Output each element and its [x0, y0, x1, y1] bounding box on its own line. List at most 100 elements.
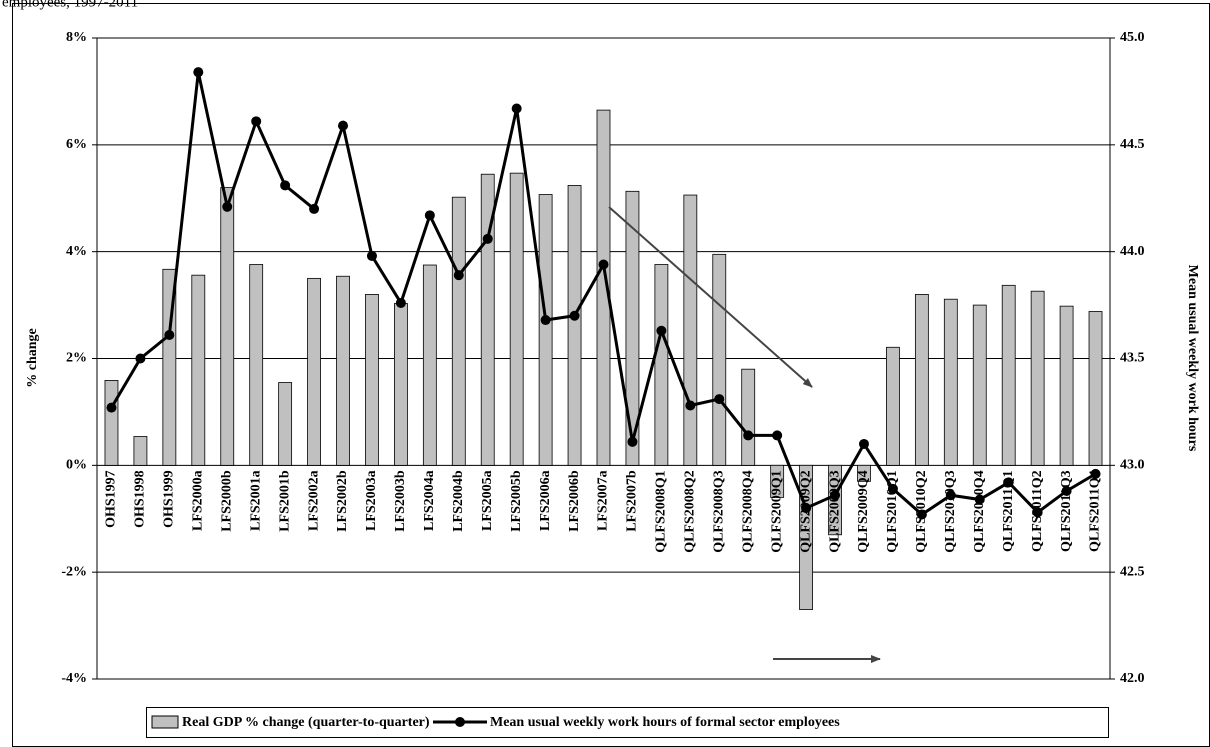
y2-tick-label: 44.5	[1120, 137, 1145, 152]
y2-tick-label: 45.0	[1120, 30, 1145, 45]
line-marker	[222, 201, 233, 212]
line-marker	[251, 116, 262, 127]
line-marker	[801, 503, 812, 514]
y2-tick-label: 42.0	[1120, 671, 1145, 686]
bar	[654, 264, 669, 466]
bar	[567, 185, 582, 466]
plot-area: -4% -2% 0% 2% 4% 6% 8% 42.0 42.5 43.0 43.5 44.0 44.5…	[61, 30, 1144, 686]
x-tick-label: QLFS2008Q3	[711, 470, 726, 552]
line-marker	[1032, 507, 1043, 518]
bar	[914, 293, 929, 466]
bar	[857, 464, 871, 482]
chart-title: employees, 1997-2011	[2, 0, 138, 10]
x-tick-label: OHS1997	[104, 470, 119, 528]
bar	[712, 253, 727, 466]
bar	[1001, 284, 1016, 466]
bar	[191, 274, 206, 466]
x-tick-label: LFS2005a	[480, 470, 495, 531]
legend-label: Mean usual weekly work hours of formal s…	[490, 715, 840, 730]
line-marker	[280, 180, 291, 191]
x-tick-label: LFS2006a	[538, 470, 553, 531]
line-marker	[482, 233, 493, 244]
bar	[1030, 290, 1045, 466]
line-marker	[1003, 477, 1014, 488]
x-tick-label: LFS2003a	[364, 470, 379, 531]
y2-tick-label: 44.0	[1120, 244, 1145, 259]
x-tick-label: LFS2000a	[191, 470, 206, 531]
y2-axis-label: Mean usual weekly work hours	[1185, 265, 1200, 452]
x-tick-label: QLFS2009Q1	[769, 470, 784, 552]
bar	[451, 196, 466, 466]
bar	[104, 380, 119, 466]
line-marker	[830, 490, 841, 501]
x-tick-label: LFS2004a	[422, 470, 437, 531]
line-marker	[945, 490, 956, 501]
bar	[422, 264, 437, 466]
line-marker	[974, 494, 985, 505]
x-tick-label: QLFS2010Q3	[943, 470, 958, 552]
line-marker	[598, 259, 609, 270]
x-tick-label: LFS2001b	[277, 470, 292, 532]
line-marker	[627, 436, 638, 447]
bar	[972, 304, 987, 466]
line-marker	[366, 250, 377, 261]
bar	[596, 109, 611, 466]
line-marker	[685, 400, 696, 411]
y-axis-label: % change	[25, 328, 40, 388]
line-marker	[135, 353, 146, 364]
bar	[509, 172, 524, 466]
x-tick-label: LFS2003b	[393, 470, 408, 532]
x-tick-label: QLFS2011Q1	[1001, 470, 1016, 552]
x-tick-label: OHS1998	[133, 470, 148, 528]
line-marker	[424, 210, 435, 221]
bar	[336, 275, 350, 466]
bar	[220, 187, 235, 466]
trend-arrow	[608, 206, 813, 388]
line-marker	[887, 483, 898, 494]
y-tick-label: 2%	[66, 351, 87, 366]
x-tick-label: LFS2007b	[625, 470, 640, 532]
y-tick-label: -4%	[61, 671, 87, 686]
line-marker	[743, 430, 754, 441]
x-tick-label: QLFS2009Q3	[827, 470, 842, 552]
bar	[538, 194, 553, 466]
y-tick-label: 4%	[66, 244, 87, 259]
legend-swatch	[455, 717, 465, 727]
line-marker	[511, 103, 522, 114]
x-tick-label: LFS2007a	[596, 470, 611, 531]
x-tick-label: LFS2001a	[248, 470, 263, 531]
bar	[278, 382, 293, 466]
bar	[249, 264, 264, 466]
bar	[365, 293, 379, 466]
bar	[307, 277, 321, 466]
x-tick-label: LFS2000b	[219, 470, 234, 532]
x-tick-label: LFS2002a	[306, 470, 321, 531]
y-tick-label: 0%	[66, 458, 87, 473]
x-tick-label: QLFS2011Q4	[1088, 470, 1103, 552]
line-marker	[1090, 468, 1101, 479]
plot-border	[96, 37, 1111, 680]
line-marker	[858, 438, 869, 449]
x-tick-label: QLFS2011Q3	[1059, 470, 1074, 552]
y-tick-label: 6%	[66, 137, 87, 152]
legend	[146, 707, 1109, 738]
line-marker	[540, 315, 551, 326]
line-marker	[395, 297, 406, 308]
legend-swatch	[151, 715, 179, 729]
line-marker	[714, 394, 725, 405]
x-tick-label: QLFS2008Q2	[683, 470, 698, 552]
y-tick-label: 8%	[66, 30, 87, 45]
line-marker	[453, 270, 464, 281]
line-marker	[164, 329, 175, 340]
x-tick-label: QLFS2008Q1	[654, 470, 669, 552]
x-tick-label: QLFS2010Q4	[972, 470, 987, 552]
line-marker	[338, 120, 349, 131]
line-marker	[916, 509, 927, 520]
x-tick-label: LFS2005b	[509, 470, 524, 532]
bar	[480, 173, 495, 466]
line-marker	[772, 430, 783, 441]
x-tick-label: LFS2006b	[567, 470, 582, 532]
y-tick-label: -2%	[61, 564, 87, 579]
x-tick-label: LFS2004b	[451, 470, 466, 532]
